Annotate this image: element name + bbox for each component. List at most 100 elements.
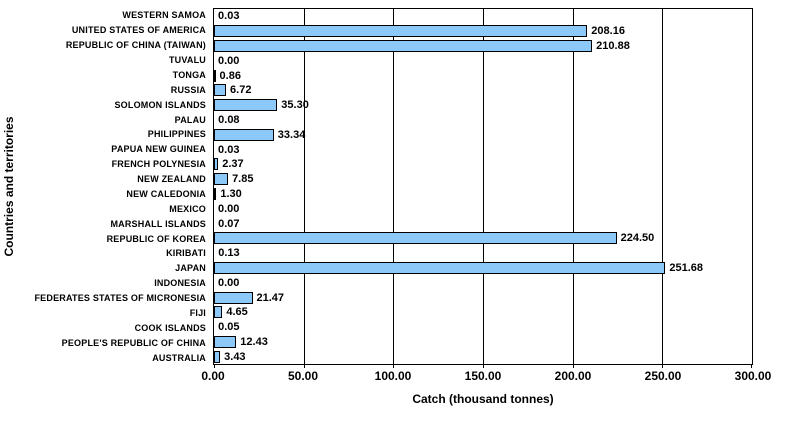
category-label: TUVALU [168, 55, 206, 66]
category-label: NEW CALEDONIA [126, 188, 206, 199]
bar [214, 261, 666, 274]
bar-row: 0.86 [214, 68, 752, 83]
bar-value-label: 0.07 [218, 217, 240, 230]
bar-value-label: 35.30 [281, 99, 309, 112]
bar-row: 0.05 [214, 320, 752, 335]
bar-value-label: 0.00 [218, 276, 240, 289]
bar-row: 1.30 [214, 187, 752, 202]
bar-value-label: 0.86 [219, 69, 241, 82]
bar [214, 291, 253, 304]
bar-value-label: 0.13 [218, 247, 240, 260]
bar [214, 84, 227, 97]
bar-value-label: 1.30 [220, 187, 242, 200]
x-axis-tick-labels: 0.00 50.00 100.00 150.00 200.00 250.00 300.00 [201, 369, 771, 384]
bar [214, 173, 229, 186]
x-tick-label: 50.00 [287, 369, 319, 383]
bar [214, 335, 237, 348]
gridline [303, 9, 305, 364]
bar-value-label: 4.65 [226, 306, 248, 319]
bar-value-label: 6.72 [230, 84, 252, 97]
bar-row: 7.85 [214, 172, 752, 187]
bar-row: 224.50 [214, 231, 752, 246]
category-label: TONGA [172, 69, 206, 80]
category-label: MEXICO [169, 203, 206, 214]
category-label: COOK ISLANDS [134, 322, 206, 333]
bar [214, 306, 223, 319]
bar-row: 4.65 [214, 305, 752, 320]
gridline [393, 9, 395, 364]
bar-row: 0.03 [214, 142, 752, 157]
bar-row: 12.43 [214, 335, 752, 350]
bar-value-label: 224.50 [620, 232, 655, 245]
gridline [662, 9, 664, 364]
category-label: REPUBLIC OF CHINA (TAIWAN) [65, 40, 206, 51]
category-label: FRENCH POLYNESIA [111, 159, 206, 170]
bar-value-label: 0.08 [218, 113, 240, 126]
bar-row: 35.30 [214, 98, 752, 113]
bar-value-label: 3.43 [224, 350, 246, 363]
gridline [572, 9, 574, 364]
bar-value-label: 0.00 [218, 54, 240, 67]
category-label: AUSTRALIA [152, 352, 206, 363]
bar-row: 0.13 [214, 246, 752, 261]
category-label: MARSHALL ISLANDS [110, 218, 206, 229]
bar-value-label: 251.68 [669, 261, 703, 274]
bar [214, 99, 278, 112]
bar-row: 33.34 [214, 127, 752, 142]
bar-value-label: 2.37 [222, 158, 244, 171]
category-label: NEW ZEALAND [137, 174, 206, 185]
bar [214, 128, 274, 141]
bar-row: 0.00 [214, 201, 752, 216]
bar-row: 210.88 [214, 39, 752, 54]
bar-row: 6.72 [214, 83, 752, 98]
category-label: INDONESIA [154, 278, 206, 289]
category-label: REPUBLIC OF KOREA [106, 233, 206, 244]
category-label: KIRIBATI [166, 248, 206, 259]
bar-value-label: 0.03 [218, 143, 240, 156]
bar-row: 208.16 [214, 24, 752, 39]
axis-tick [483, 364, 484, 368]
bar-value-label: 33.34 [277, 128, 306, 141]
bar-value-label: 0.03 [218, 10, 240, 23]
bar-value-label: 12.43 [240, 335, 268, 348]
axis-tick [662, 364, 664, 368]
bar-row: 0.00 [214, 275, 752, 290]
category-labels-column: WESTERN SAMOA UNITED STATES OF AMERICA REP… [0, 8, 209, 365]
bar-row: 0.03 [214, 9, 752, 24]
bar-row: 251.68 [214, 261, 752, 276]
bar [214, 158, 219, 171]
category-label: PHILIPPINES [147, 129, 206, 140]
category-label: RUSSIA [170, 84, 206, 95]
bar-row: 0.08 [214, 113, 752, 128]
bar-row: 3.43 [214, 349, 752, 364]
x-tick-label: 300.00 [734, 369, 772, 383]
category-label: FEDERATES STATES OF MICRONESIA [34, 293, 206, 304]
bar-value-label: 0.00 [218, 202, 240, 215]
bar-value-label: 210.88 [596, 39, 630, 52]
x-axis-title: Catch (thousand tonnes) [412, 392, 554, 406]
category-label: JAPAN [175, 263, 206, 274]
bar [214, 187, 217, 200]
axis-tick [572, 364, 574, 368]
bar-row: 0.00 [214, 53, 752, 68]
bar-row: 21.47 [214, 290, 752, 305]
category-label: SOLOMON ISLANDS [114, 99, 206, 110]
bar [214, 69, 216, 82]
bar-value-label: 0.05 [218, 321, 240, 334]
x-tick-label: 100.00 [374, 369, 412, 383]
axis-tick [751, 364, 752, 368]
bar [214, 25, 588, 38]
axis-tick [303, 364, 305, 368]
axis-tick [214, 364, 215, 368]
x-tick-label: 200.00 [554, 369, 592, 383]
x-tick-label: 250.00 [644, 369, 682, 383]
bar [214, 232, 617, 245]
plot-area: 0.03 208.16 210.88 0.00 0.86 6.72 35.30 0.08 33.… [213, 8, 753, 368]
bar [214, 39, 593, 52]
x-tick-label: 0.00 [201, 369, 225, 383]
axis-tick [393, 364, 395, 368]
bar-value-label: 21.47 [256, 291, 285, 304]
category-label: PAPUA NEW GUINEA [111, 144, 206, 155]
category-label: FIJI [189, 307, 206, 318]
